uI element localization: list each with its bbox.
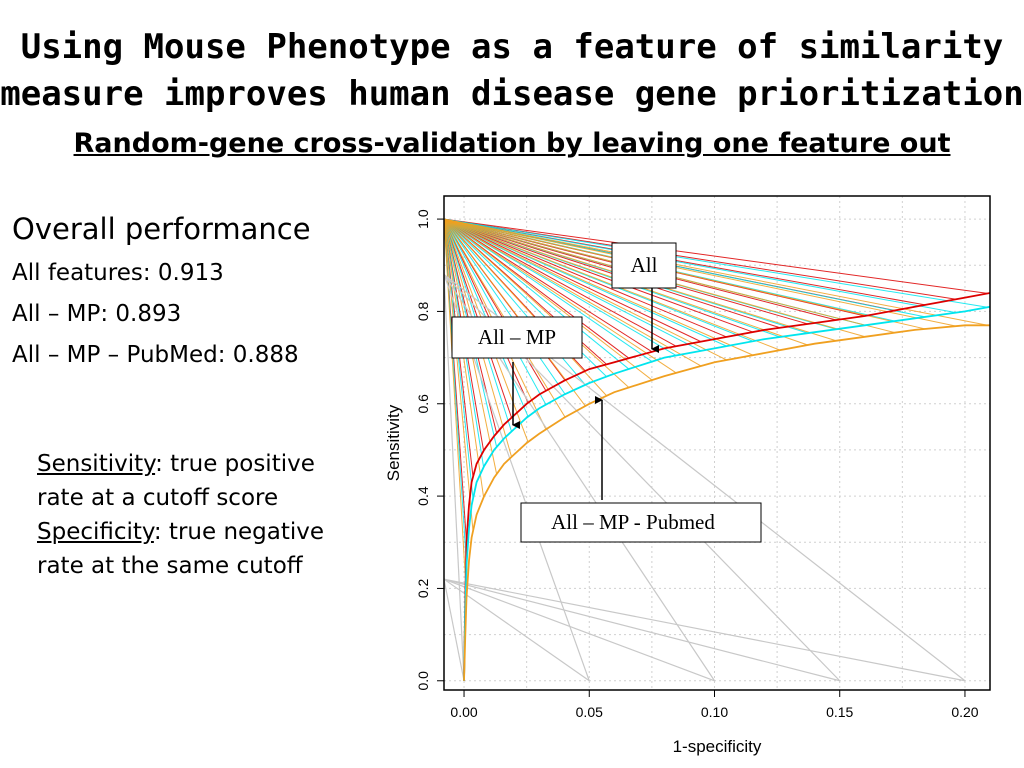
fan-line — [444, 218, 754, 333]
slide-title-line-1: Using Mouse Phenotype as a feature of si… — [20, 27, 1004, 67]
sensitivity-text: : true positive rate at a cutoff score — [37, 451, 315, 511]
y-axis-label: Sensitivity — [384, 404, 403, 481]
performance-heading: Overall performance — [12, 212, 311, 246]
fan-line — [444, 218, 988, 294]
annotation-all: All — [611, 242, 677, 353]
fan-line — [444, 218, 702, 343]
y-tick-label: 0.4 — [415, 486, 431, 506]
fan-line — [444, 218, 653, 362]
fan-line — [444, 218, 957, 327]
reference-diagonal — [444, 274, 465, 681]
reference-diagonal — [444, 578, 715, 682]
fan-line — [444, 218, 957, 314]
roc-curve-1 — [463, 305, 990, 681]
plot-frame — [443, 195, 991, 691]
annotation-all-minus-mp-text: All – MP — [478, 325, 556, 349]
y-tick-label: 0.6 — [415, 394, 431, 414]
roc-curves — [463, 292, 990, 681]
fan-line — [444, 218, 547, 405]
y-tick-label: 0.0 — [415, 671, 431, 691]
fan-line — [444, 218, 727, 338]
fan-line — [444, 218, 988, 308]
performance-all-minus-mp-pubmed: All – MP – PubMed: 0.888 — [12, 342, 299, 368]
x-tick-label: 0.10 — [701, 704, 728, 720]
fan-line — [444, 218, 702, 367]
reference-diagonal — [444, 578, 590, 682]
reference-diagonal — [444, 578, 840, 682]
fan-line — [444, 219, 474, 531]
annotation-all-text: All — [631, 253, 658, 277]
annotation-all-minus-mp-box — [451, 316, 583, 359]
reference-diagonal — [444, 579, 465, 681]
specificity-term: Specificity — [37, 519, 154, 545]
fan-line — [444, 218, 677, 374]
fan-line — [444, 218, 529, 403]
roc-curve-0 — [463, 292, 990, 681]
sensitivity-term: Sensitivity — [37, 451, 156, 477]
fan-line — [444, 218, 630, 370]
y-tick-label: 0.8 — [415, 301, 431, 321]
fan-line — [444, 218, 630, 359]
y-tick-label: 1.0 — [415, 209, 431, 229]
x-tick-label: 0.00 — [450, 704, 477, 720]
axis-ticks: 0.00 0.05 0.10 0.15 0.20 0.0 0.2 0.4 0.6 0.8 1.0 — [415, 209, 979, 720]
annotation-all-box — [611, 242, 677, 289]
annotation-all-minus-mp-pubmed-box — [520, 502, 762, 543]
annotation-all-minus-mp-pubmed-text: All – MP - Pubmed — [551, 510, 715, 534]
x-tick-label: 0.15 — [826, 704, 853, 720]
y-tick-label: 0.2 — [415, 578, 431, 598]
fan-line — [444, 218, 988, 326]
fan-line — [444, 218, 702, 352]
performance-all-minus-mp: All – MP: 0.893 — [12, 301, 182, 327]
fan-line — [444, 219, 468, 598]
fan-line — [444, 218, 653, 353]
performance-all-features: All features: 0.913 — [12, 260, 224, 286]
x-axis-label: 1-specificity — [673, 737, 762, 756]
slide-title-line-2: measure improves human disease gene prio… — [0, 74, 1024, 114]
fan-line — [444, 218, 566, 395]
fan-line — [444, 218, 727, 361]
x-tick-label: 0.20 — [951, 704, 978, 720]
specificity-definition: Specificity: true negative rate at the s… — [37, 515, 337, 583]
fan-line — [444, 218, 653, 381]
annotation-all-minus-mp-pubmed: All – MP - Pubmed — [520, 396, 762, 543]
fan-line — [444, 218, 586, 407]
reference-diagonal — [444, 578, 966, 682]
sensitivity-definition: Sensitivity: true positive rate at a cut… — [37, 447, 337, 515]
x-tick-label: 0.05 — [576, 704, 603, 720]
specificity-text: : true negative rate at the same cutoff — [37, 519, 325, 579]
fan-line — [444, 218, 926, 330]
slide-subtitle: Random-gene cross-validation by leaving … — [73, 128, 951, 159]
fan-line — [444, 218, 677, 347]
fan-line — [444, 218, 607, 397]
fan-line — [444, 218, 677, 356]
fan-line — [444, 218, 630, 388]
definitions-block: Sensitivity: true positive rate at a cut… — [37, 447, 337, 583]
annotation-all-minus-mp: All – MP — [451, 316, 583, 429]
roc-curve-2 — [463, 324, 990, 681]
fan-line — [444, 218, 754, 356]
